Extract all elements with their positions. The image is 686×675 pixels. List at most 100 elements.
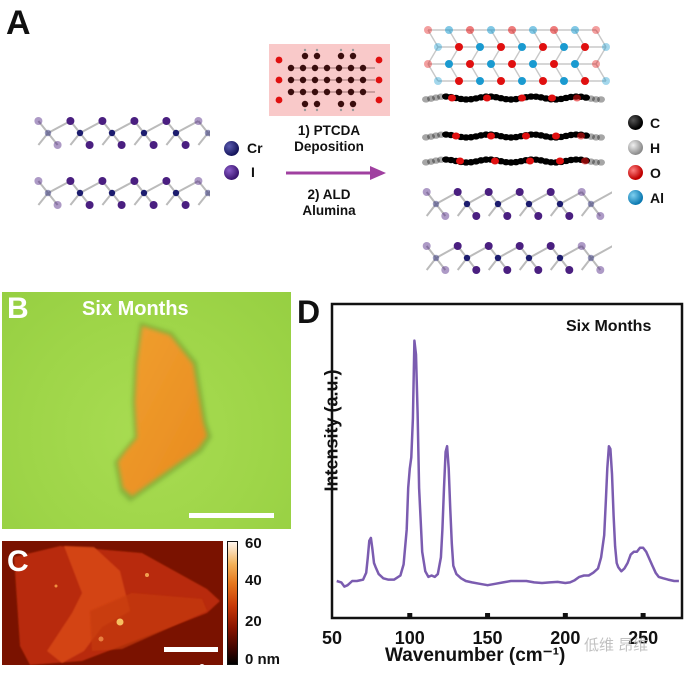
c-atom-icon xyxy=(628,115,643,130)
legend-item-c: C xyxy=(628,110,664,135)
legend-cr-i: Cr I xyxy=(224,137,263,183)
o-atom xyxy=(424,60,432,68)
cr-atom xyxy=(204,129,210,137)
step1-label: 1) PTCDA Deposition xyxy=(269,123,389,155)
cr-atom xyxy=(463,200,471,208)
cr-atom xyxy=(432,200,440,208)
i-atom xyxy=(515,188,524,196)
o-atom xyxy=(375,96,383,104)
c-atom xyxy=(299,76,307,84)
i-atom xyxy=(565,212,574,220)
watermark: 低维 昂维 xyxy=(584,637,649,654)
i-atom xyxy=(422,242,431,250)
legend-elements: C H O Al xyxy=(628,110,664,210)
cr-atom xyxy=(556,200,564,208)
x-tick-label-250: 250 xyxy=(628,628,658,648)
cr-atom xyxy=(172,189,180,197)
cr-atom xyxy=(556,254,564,262)
o-atom xyxy=(455,43,463,51)
legend-label-cr: Cr xyxy=(247,140,263,156)
i-atom xyxy=(453,242,462,250)
h-atom xyxy=(315,108,319,112)
i-atom xyxy=(130,117,139,125)
c-atom xyxy=(335,64,343,72)
step2-line1: 2) ALD xyxy=(307,187,351,202)
i-atom xyxy=(577,188,586,196)
y-axis-label: Intensity (a.u.) xyxy=(321,369,342,492)
colorbar-tick-60: 60 xyxy=(245,535,262,552)
i-atom xyxy=(422,188,431,196)
colorbar-tick-20: 20 xyxy=(245,613,262,630)
x-tick-250 xyxy=(640,613,646,618)
cr-atom xyxy=(463,254,471,262)
c-atom xyxy=(313,100,321,108)
i-atom xyxy=(130,177,139,185)
legend-item-o: O xyxy=(628,160,664,185)
i-atom xyxy=(149,201,158,209)
o-atom xyxy=(581,43,589,51)
cr-atom xyxy=(494,254,502,262)
i-atom xyxy=(472,212,481,220)
cr-atom xyxy=(44,129,52,137)
cr-atom xyxy=(172,129,180,137)
al-atom xyxy=(434,43,442,51)
scale-bar xyxy=(189,513,274,518)
chart-annotation: Six Months xyxy=(566,318,652,335)
heterostructure-stack xyxy=(422,26,612,274)
o-atom xyxy=(424,26,432,34)
series-line-six-months xyxy=(336,339,679,588)
i-atom xyxy=(503,266,512,274)
i-atom xyxy=(194,177,203,185)
o-atom-icon xyxy=(628,165,643,180)
o-atom xyxy=(466,60,474,68)
c-atom xyxy=(299,88,307,96)
cr-atom xyxy=(140,129,148,137)
alumina-layer xyxy=(424,26,610,85)
h-atom xyxy=(315,48,319,52)
o-atom xyxy=(592,26,600,34)
ptcda-molecule-icon xyxy=(275,48,383,112)
panel-a-letter: A xyxy=(6,4,31,42)
legend-label-o: O xyxy=(650,164,661,181)
cri3-bilayer-left xyxy=(34,117,210,209)
o-atom xyxy=(550,60,558,68)
i-atom xyxy=(546,242,555,250)
c-atom xyxy=(323,64,331,72)
o-atom xyxy=(497,43,505,51)
cr-atom xyxy=(108,189,116,197)
al-atom xyxy=(560,43,568,51)
c-atom xyxy=(311,88,319,96)
legend-label-i: I xyxy=(251,164,255,180)
c-atom xyxy=(347,64,355,72)
i-atom xyxy=(546,188,555,196)
panel-b-letter: B xyxy=(7,292,29,325)
o-atom xyxy=(275,76,283,84)
x-tick-150 xyxy=(485,613,491,618)
i-atom xyxy=(98,117,107,125)
c-atom xyxy=(347,76,355,84)
c-atom xyxy=(335,76,343,84)
c-atom xyxy=(301,52,309,60)
h-atom xyxy=(339,48,343,52)
o-atom xyxy=(581,77,589,85)
c-atom xyxy=(359,88,367,96)
legend-item-h: H xyxy=(628,135,664,160)
panel-d-letter: D xyxy=(297,294,321,330)
i-atom xyxy=(66,117,75,125)
i-atom xyxy=(85,201,94,209)
i-atom xyxy=(472,266,481,274)
o-atom xyxy=(455,77,463,85)
step1-line2: Deposition xyxy=(294,139,364,154)
raman-spectrum-chart: 50 100 150 200 250 xyxy=(322,302,684,648)
i-atom xyxy=(117,141,126,149)
o-atom xyxy=(466,26,474,34)
cr-atom xyxy=(204,189,210,197)
cr-atom-icon xyxy=(224,140,239,156)
i-atom xyxy=(149,141,158,149)
i-atom xyxy=(194,117,203,125)
height-colorbar xyxy=(227,541,238,665)
afm-image-panel: C xyxy=(2,541,223,665)
cri3-layer xyxy=(422,188,612,220)
flake-optical xyxy=(114,322,212,502)
c-atom xyxy=(299,64,307,72)
